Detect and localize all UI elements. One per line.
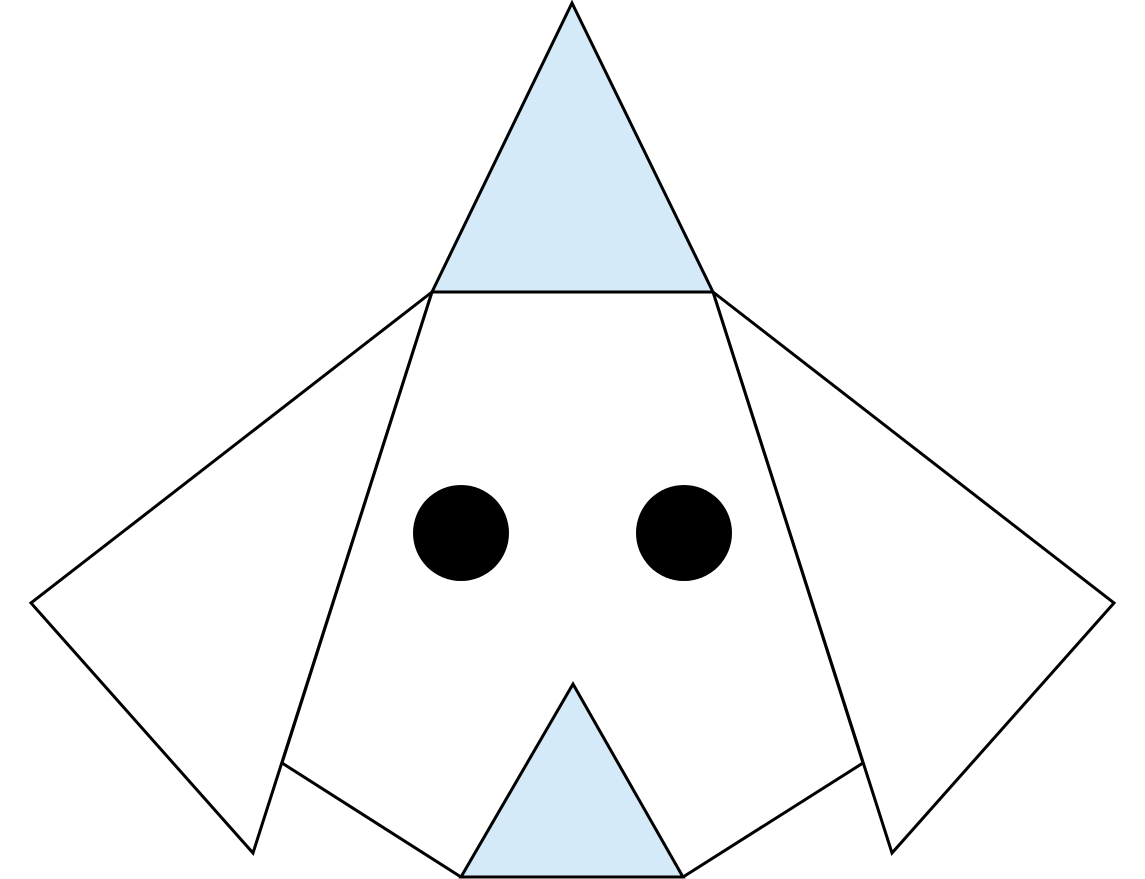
right-eye-circle [636,485,732,581]
hat-triangle [429,0,716,294]
left-eye-circle [413,485,509,581]
dog-face-figure [28,0,1117,879]
nose-triangle [458,680,686,879]
